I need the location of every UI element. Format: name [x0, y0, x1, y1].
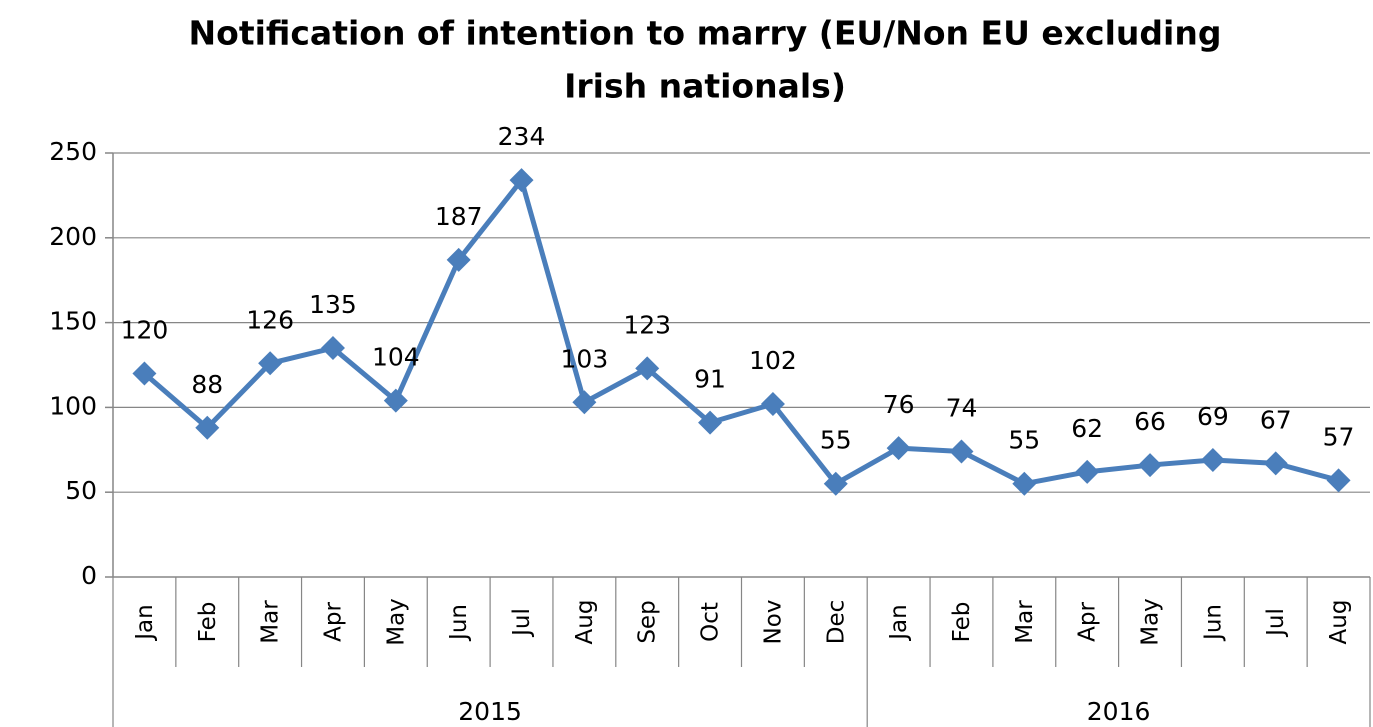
data-label: 55 — [1008, 426, 1040, 455]
marker — [635, 356, 660, 381]
data-label: 123 — [623, 310, 671, 339]
group-label: 2016 — [1087, 697, 1151, 726]
marker — [1012, 471, 1037, 496]
data-label: 135 — [309, 290, 357, 319]
data-label: 62 — [1071, 414, 1103, 443]
chart-title: Irish nationals) — [564, 67, 846, 106]
marker — [949, 439, 974, 464]
marker — [258, 351, 283, 376]
y-tick-label: 200 — [49, 222, 97, 251]
x-tick-label: Feb — [195, 602, 221, 643]
data-label: 57 — [1323, 422, 1355, 451]
data-label: 102 — [749, 346, 797, 375]
marker — [1075, 459, 1100, 484]
marker — [760, 392, 785, 417]
x-tick-label: Apr — [320, 602, 346, 642]
x-tick-label: Jul — [509, 608, 535, 638]
marker — [698, 410, 723, 435]
x-tick-label: Sep — [635, 600, 661, 643]
marker — [132, 361, 157, 386]
x-tick-label: Jun — [446, 604, 472, 642]
data-label: 120 — [121, 315, 169, 344]
chart-title: Notification of intention to marry (EU/N… — [189, 14, 1222, 53]
x-tick-label: Dec — [823, 600, 849, 645]
y-tick-label: 100 — [49, 391, 97, 420]
x-tick-label: Aug — [572, 600, 598, 645]
marker — [446, 247, 471, 272]
marker — [509, 168, 534, 193]
data-label: 88 — [191, 370, 223, 399]
y-tick-label: 150 — [49, 307, 97, 336]
marker — [823, 471, 848, 496]
data-label: 55 — [820, 426, 852, 455]
data-label: 187 — [435, 202, 483, 231]
data-label: 104 — [372, 343, 420, 372]
data-label: 76 — [883, 390, 915, 419]
marker — [572, 390, 597, 415]
data-label: 103 — [561, 344, 609, 373]
data-label: 126 — [246, 305, 294, 334]
marker — [1326, 468, 1351, 493]
marker — [1200, 447, 1225, 472]
y-tick-label: 250 — [49, 137, 97, 166]
x-tick-label: Apr — [1075, 602, 1101, 642]
marker — [195, 415, 220, 440]
y-tick-label: 50 — [65, 476, 97, 505]
x-tick-label: Mar — [1012, 600, 1038, 644]
x-tick-label: Mar — [258, 600, 284, 644]
data-label: 91 — [694, 365, 726, 394]
marker — [886, 436, 911, 461]
marker — [320, 336, 345, 361]
x-tick-label: Oct — [698, 602, 724, 642]
marker — [1263, 451, 1288, 476]
data-label: 69 — [1197, 402, 1229, 431]
x-tick-label: May — [383, 598, 409, 646]
group-label: 2015 — [458, 697, 522, 726]
y-tick-label: 0 — [81, 561, 97, 590]
x-tick-label: Aug — [1326, 600, 1352, 645]
x-tick-label: Jun — [1200, 604, 1226, 642]
x-tick-label: Nov — [760, 600, 786, 645]
x-tick-label: Feb — [949, 602, 975, 643]
x-tick-label: May — [1138, 598, 1164, 646]
marker — [383, 388, 408, 413]
data-label: 66 — [1134, 407, 1166, 436]
x-tick-label: Jan — [132, 604, 158, 641]
data-label: 234 — [498, 122, 546, 151]
data-label: 74 — [946, 393, 978, 422]
data-label: 67 — [1260, 405, 1292, 434]
x-tick-label: Jan — [886, 604, 912, 641]
marker — [1138, 453, 1163, 478]
line — [142, 177, 1340, 487]
x-tick-label: Jul — [1263, 608, 1289, 638]
